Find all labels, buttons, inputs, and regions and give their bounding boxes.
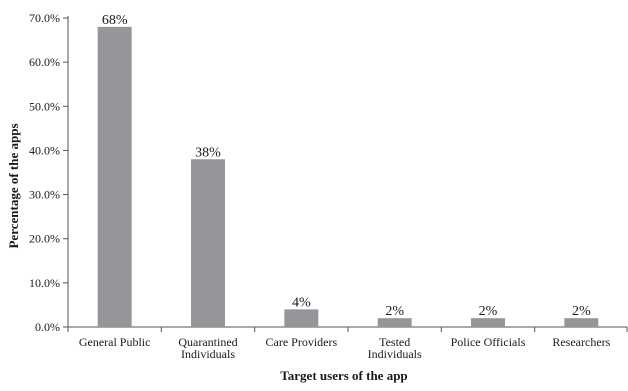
x-category-label: Tested — [379, 335, 410, 349]
bar — [97, 26, 132, 327]
bars — [97, 26, 599, 327]
y-tick-label: 40.0% — [29, 143, 60, 157]
y-tick-label: 20.0% — [29, 232, 60, 246]
data-labels: 68% 38% 4% 2% 2% 2% — [102, 13, 591, 319]
x-category-label: Care Providers — [266, 335, 338, 349]
y-tick-label: 30.0% — [29, 188, 60, 202]
y-tick-label: 70.0% — [29, 11, 60, 25]
y-tick-label: 50.0% — [29, 99, 60, 113]
bar — [471, 318, 505, 327]
x-category-label: Quarantined — [178, 335, 237, 349]
y-axis-title: Percentage of the apps — [6, 123, 21, 248]
x-category-label: Individuals — [368, 347, 422, 361]
y-tick-label: 10.0% — [29, 276, 60, 290]
bar — [564, 318, 599, 327]
bar-value-label: 2% — [385, 304, 404, 319]
x-axis: General Public QuarantinedIndividualsCare… — [67, 326, 628, 361]
x-category-label: Individuals — [181, 347, 235, 361]
bar-value-label: 2% — [572, 304, 591, 319]
y-axis: 0.0% 10.0% 20.0% 30.0% 40.0% 50.0% 60.0% 70.0% — [29, 11, 69, 334]
x-category-label: Researchers — [552, 335, 610, 349]
bar-value-label: 68% — [102, 13, 128, 28]
x-category-label: Police Officials — [451, 335, 526, 349]
bar — [284, 309, 319, 327]
bar-value-label: 2% — [479, 304, 498, 319]
bar — [191, 159, 225, 327]
bar-value-label: 38% — [195, 145, 221, 160]
y-tick-label: 0.0% — [35, 320, 60, 334]
y-tick-label: 60.0% — [29, 55, 60, 69]
x-axis-title: Target users of the app — [280, 368, 407, 383]
bar — [377, 318, 412, 327]
bar-value-label: 4% — [292, 295, 311, 310]
x-category-label: General Public — [79, 335, 151, 349]
